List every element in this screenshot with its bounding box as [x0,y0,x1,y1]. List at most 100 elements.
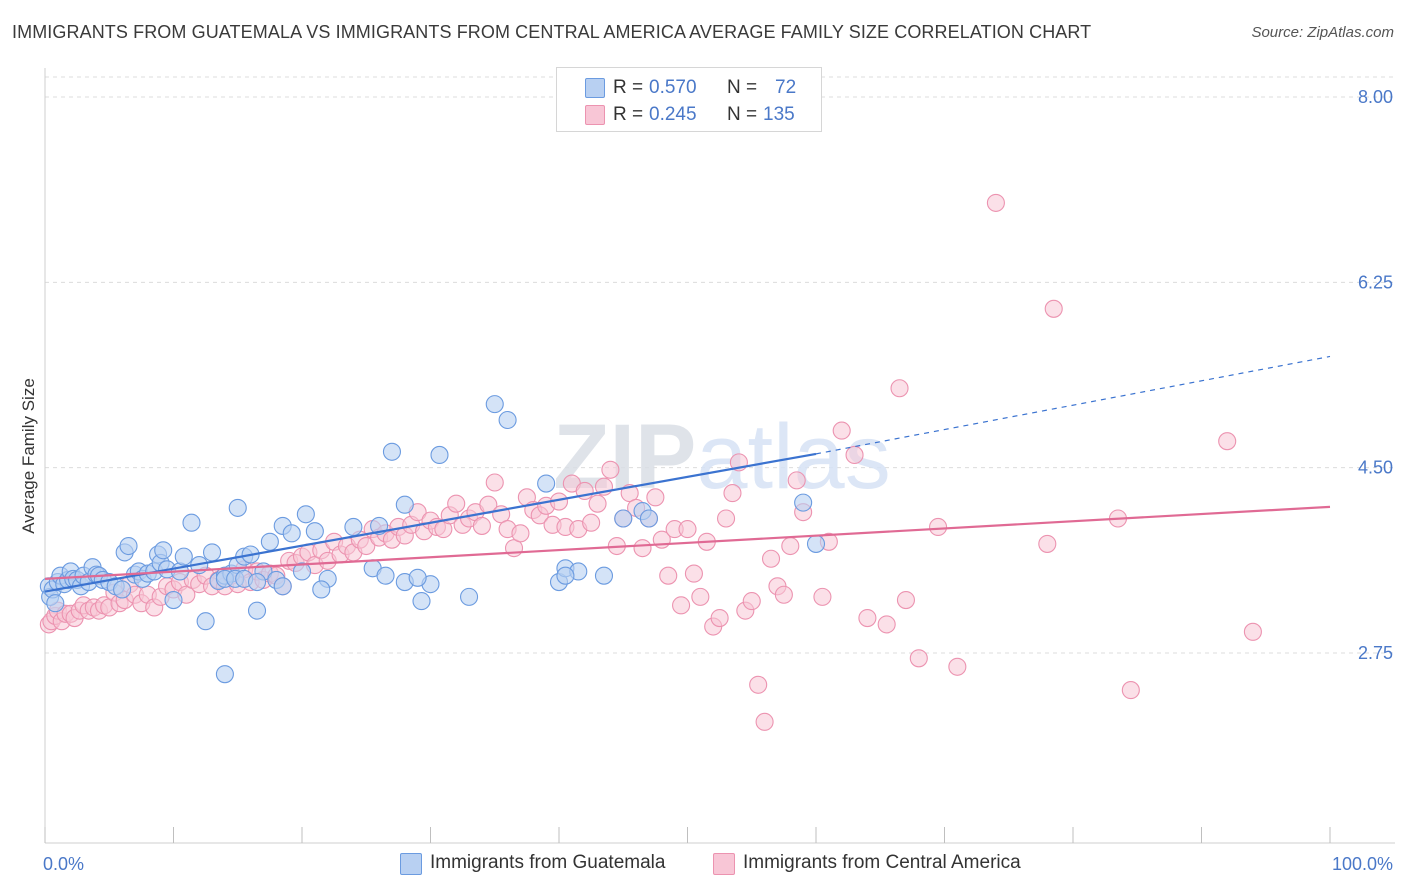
central-america-point [929,517,948,537]
guatemala-point [273,577,292,596]
guatemala-point [182,513,201,532]
guatemala-point [203,543,222,562]
central-america-point [832,421,851,440]
guatemala-point [344,517,363,537]
central-america-point [890,379,909,398]
central-america-point [357,536,376,556]
central-america-point [877,615,896,634]
central-america-point [761,549,781,568]
r-value: 0.245 [649,104,697,125]
central-america-point [691,587,710,606]
central-america-point [774,585,793,604]
n-value: 135 [763,104,795,125]
central-america-point [684,564,703,583]
central-america-point [659,566,678,585]
guatemala-point [260,532,279,551]
central-america-point [588,494,607,513]
axis-labels: 2.75 4.50 6.25 8.00 0.0% 100.0% Average Family… [19,87,1393,874]
guatemala-point [430,445,449,465]
central-america-point [755,712,774,731]
central-america-point [582,513,601,532]
legend-label: Immigrants from Guatemala [430,852,666,873]
x-tick-label: 0.0% [43,854,84,874]
x-tick-label: 100.0% [1332,854,1393,874]
guatemala-point [408,568,427,587]
central-america-point [1044,299,1063,318]
central-america-point [646,488,665,507]
central-america-point [723,484,742,503]
guatemala-point [498,410,517,430]
central-america-point [896,590,916,610]
guatemala-point [46,594,65,613]
guatemala-point [113,580,132,599]
guatemala-point [196,612,215,631]
guatemala-point [305,522,324,541]
guatemala-trend-extension [815,355,1331,455]
n-value: 72 [775,77,797,98]
guatemala-point [282,524,301,543]
central-america-point [447,494,466,513]
axes [44,68,1395,844]
r-label: R = [613,77,644,98]
blue-swatch-icon [585,78,605,98]
pink-swatch-icon [585,105,605,125]
source-label: Source: ZipAtlas.com [1251,24,1394,41]
central-america-point [845,445,864,465]
blue-swatch-icon [400,853,422,875]
central-america-point [986,193,1005,212]
guatemala-point [247,601,267,620]
central-america-point [710,609,729,628]
central-america-point [672,596,691,615]
central-america-point [781,536,800,556]
central-america-point [813,587,832,606]
central-america-point [1218,432,1237,451]
central-america-point [511,524,530,543]
central-america-point [749,675,768,694]
r-label: R = [613,104,644,125]
central-america-point [742,592,761,611]
central-america-trend-line [44,505,1331,580]
central-america-point [787,471,806,490]
guatemala-trend-line [44,452,817,593]
central-america-point [485,473,504,492]
central-america-point [678,520,697,539]
guatemala-point [537,474,556,493]
guatemala-point [395,495,414,514]
central-america-point [716,509,736,528]
pink-swatch-icon [713,853,735,875]
central-america-point [909,649,928,668]
guatemala-point [119,536,138,556]
guatemala-point [164,590,183,610]
guatemala-point [639,509,659,528]
y-tick-label: 8.00 [1358,87,1393,107]
guatemala-point [412,592,431,611]
y-tick-label: 4.50 [1358,458,1393,478]
guatemala-point [228,498,247,517]
guatemala-point [594,566,614,585]
guatemala-point [312,580,331,599]
central-america-point [472,516,491,535]
central-america-point [858,609,877,628]
y-axis-label: Average Family Size [19,378,38,534]
guatemala-point [485,395,504,414]
y-tick-label: 6.25 [1358,272,1393,292]
guatemala-point [556,566,575,585]
r-value: 0.570 [649,77,697,98]
central-america-point [1243,622,1262,641]
central-america-point [1038,534,1057,553]
central-america-point [1121,681,1140,700]
guatemala-point [215,665,234,684]
guatemala-point [154,541,173,560]
n-label: N = [727,104,758,125]
guatemala-point [247,572,267,592]
guatemala-point [806,534,826,553]
central-america-point [601,460,620,479]
n-label: N = [727,77,758,98]
guatemala-point [376,566,395,585]
guatemala-point [794,493,813,512]
guatemala-point [614,509,633,528]
guatemala-point [292,562,312,581]
guatemala-point [296,505,315,524]
guatemala-point [174,547,193,566]
